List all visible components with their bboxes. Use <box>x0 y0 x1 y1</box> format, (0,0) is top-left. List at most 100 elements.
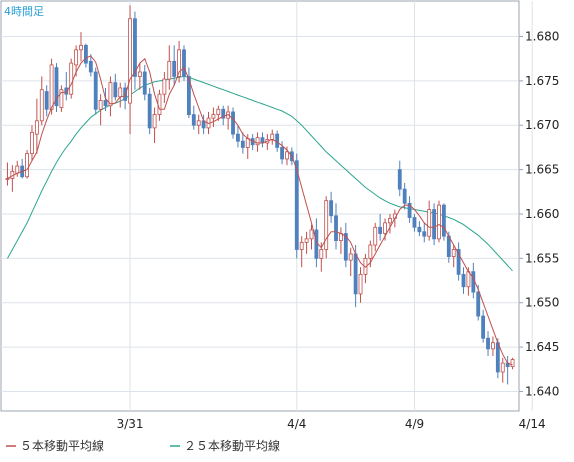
plot-background <box>0 0 520 412</box>
candle-body-up <box>500 362 505 373</box>
candle-body-down <box>422 231 427 237</box>
candle-body-down <box>280 147 284 160</box>
candle-body-down <box>343 233 348 261</box>
candle-body-up <box>177 49 182 77</box>
candle-body-up <box>427 209 432 237</box>
candle-body-down <box>402 188 407 204</box>
candle-body-down <box>471 271 476 293</box>
candle-body-down <box>275 133 280 148</box>
candle-body-up <box>34 120 39 135</box>
candle-body-up <box>15 165 20 174</box>
legend-label: ２５本移動平均線 <box>184 438 280 453</box>
candle <box>186 67 191 119</box>
candle-body-up <box>5 178 10 180</box>
candle <box>451 245 456 268</box>
y-tick-label: 1.670 <box>525 118 559 132</box>
candle <box>147 87 152 135</box>
candle-body-up <box>255 137 260 146</box>
x-tick-label: 4/14 <box>519 417 546 431</box>
candle-body-down <box>407 202 412 218</box>
candle <box>500 357 505 383</box>
candle <box>240 132 245 154</box>
grid-layer <box>1 1 533 411</box>
x-tick-label: 3/31 <box>117 417 144 431</box>
candle <box>481 309 486 343</box>
candle <box>211 107 216 128</box>
candle-body-down <box>191 114 196 126</box>
candle <box>407 196 412 223</box>
candle-body-up <box>491 342 495 350</box>
candle-body-up <box>196 120 201 126</box>
candle-body-down <box>417 226 422 233</box>
candle-body-down <box>353 253 358 295</box>
candle-body-up <box>216 108 221 115</box>
candle-body-down <box>83 44 88 64</box>
candle <box>98 94 103 126</box>
candle <box>388 213 392 234</box>
candle <box>172 45 177 86</box>
candle <box>152 107 157 143</box>
candle-body-up <box>358 273 363 295</box>
candle <box>79 32 83 62</box>
candle-body-up <box>324 200 329 250</box>
candle-body-down <box>456 249 461 275</box>
candle-body-up <box>211 114 216 119</box>
candle-body-up <box>388 218 392 224</box>
candle <box>216 105 221 121</box>
candle-body-up <box>383 222 387 234</box>
candle-body-up <box>98 99 103 110</box>
candle <box>142 64 147 101</box>
candle-body-down <box>142 71 147 95</box>
candle <box>329 191 334 223</box>
candle-body-up <box>270 133 275 140</box>
candle <box>461 267 466 294</box>
candle-body-up <box>510 359 515 368</box>
candle-body-up <box>74 49 79 66</box>
candle <box>358 267 363 303</box>
candle-body-up <box>59 89 64 108</box>
candle <box>196 114 201 135</box>
candle-body-down <box>186 76 191 115</box>
candle-body-up <box>319 249 324 259</box>
candle <box>334 203 338 250</box>
candle-body-up <box>245 138 250 148</box>
candle-body-up <box>373 226 378 246</box>
candle-body-down <box>378 226 383 234</box>
candle <box>299 236 304 268</box>
candle-body-up <box>118 87 123 98</box>
candle <box>236 125 240 148</box>
candle-body-down <box>88 60 93 73</box>
candle <box>417 221 422 237</box>
candle-body-up <box>167 60 172 80</box>
candle-body-down <box>495 342 500 373</box>
candle <box>378 213 383 241</box>
candle <box>441 203 446 241</box>
candle <box>133 11 137 90</box>
legend-item: ５本移動平均線 <box>6 438 104 453</box>
candle <box>373 222 378 252</box>
candle-body-down <box>446 235 451 257</box>
candle-body-down <box>432 209 437 240</box>
y-tick-label: 1.640 <box>525 384 559 398</box>
candle <box>113 73 118 101</box>
ma5-layer <box>7 55 513 366</box>
legend: ５本移動平均線 ２５本移動平均線 <box>6 438 280 453</box>
candle-body-up <box>49 64 54 110</box>
candle <box>397 160 402 197</box>
candle <box>108 76 113 117</box>
candle <box>191 105 196 130</box>
candle-body-up <box>285 151 289 160</box>
candle-body-down <box>486 337 490 350</box>
candle-body-down <box>294 160 299 250</box>
candle-body-up <box>152 114 157 129</box>
candle <box>30 125 34 161</box>
candle <box>304 231 309 254</box>
timeframe-label: 4時間足 <box>4 5 44 18</box>
candle-body-down <box>172 60 177 77</box>
candle-body-up <box>466 271 471 288</box>
y-tick-label: 1.645 <box>525 340 559 354</box>
candle-body-down <box>93 71 98 110</box>
candle <box>427 200 432 241</box>
